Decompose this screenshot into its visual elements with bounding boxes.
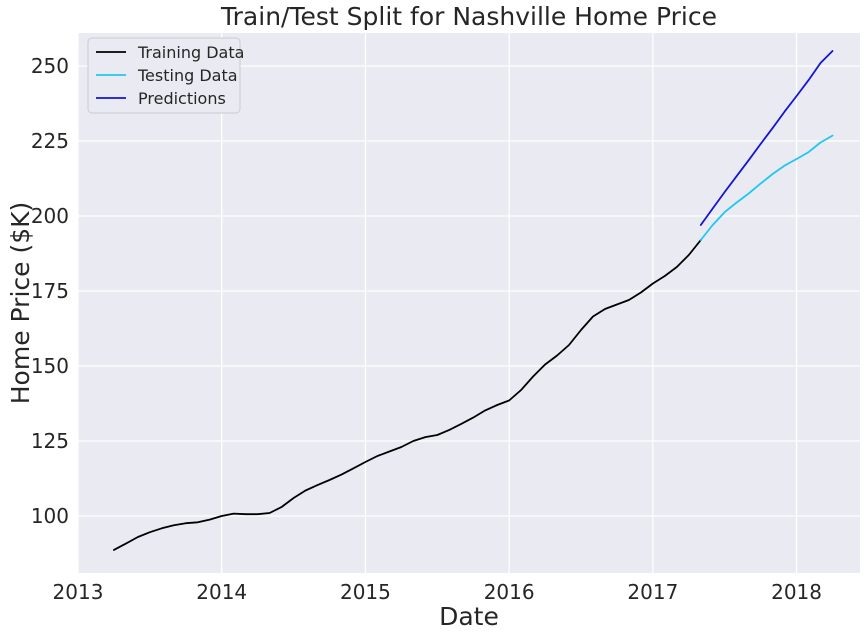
x-axis-label: Date	[439, 602, 499, 631]
y-tick-label: 250	[31, 54, 69, 78]
grid-lines	[77, 33, 860, 573]
predictions-line	[699, 50, 834, 226]
y-tick-label: 200	[31, 204, 69, 228]
chart-title: Train/Test Split for Nashville Home Pric…	[220, 2, 717, 31]
legend-label: Testing Data	[137, 66, 238, 85]
plot-background	[78, 33, 860, 573]
legend: Training Data Testing Data Predictions	[87, 37, 244, 114]
legend-label: Training Data	[137, 43, 244, 62]
y-tick-label: 225	[31, 129, 69, 153]
legend-label: Predictions	[138, 89, 226, 108]
series-layer	[113, 50, 834, 551]
x-tick-label: 2014	[196, 580, 247, 604]
y-tick-label: 150	[31, 354, 69, 378]
y-axis-label: Home Price ($K)	[6, 202, 35, 405]
x-tick-label: 2017	[627, 580, 678, 604]
x-tick-label: 2016	[484, 580, 535, 604]
x-tick-label: 2015	[340, 580, 391, 604]
y-tick-labels: 100 125 150 175 200 225 250	[31, 54, 69, 528]
training-data-line	[113, 239, 702, 551]
y-tick-label: 175	[31, 279, 69, 303]
legend-box	[87, 37, 241, 114]
x-tick-label: 2013	[53, 580, 104, 604]
x-tick-label: 2018	[771, 580, 822, 604]
y-tick-label: 125	[31, 429, 69, 453]
testing-data-line	[699, 134, 834, 241]
x-tick-labels: 2013 2014 2015 2016 2017 2018	[53, 580, 822, 604]
y-tick-label: 100	[31, 504, 69, 528]
